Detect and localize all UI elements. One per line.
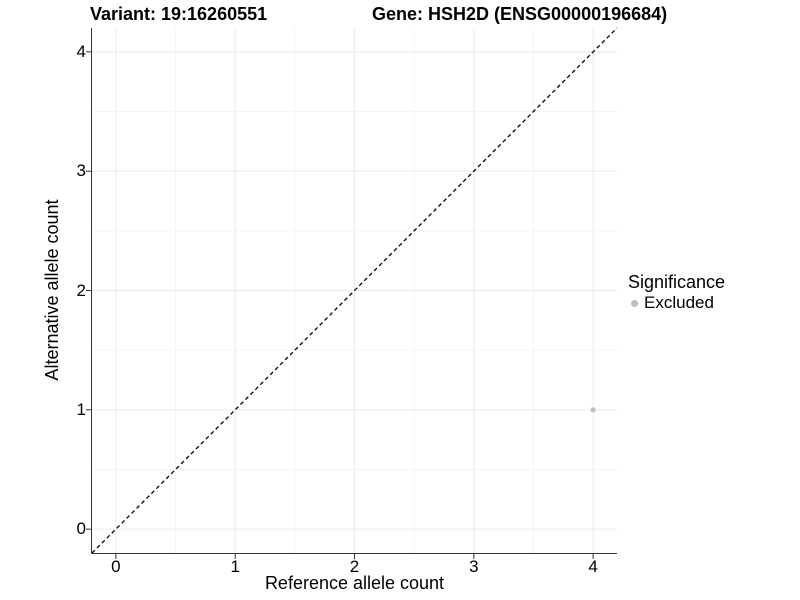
y-tick-label: 3 [76,161,86,181]
x-tick-label: 0 [111,557,121,576]
legend: Significance Excluded [628,272,725,313]
excluded-point-icon [631,299,638,307]
x-tick-label: 2 [349,557,360,576]
x-tick-label: 4 [588,557,598,576]
data-point-excluded [590,407,596,413]
x-tick-label: 1 [230,557,240,576]
y-tick-label: 1 [76,399,86,419]
y-tick-label: 2 [76,280,86,300]
identity-line [91,27,618,554]
y-axis-title: Alternative allele count [42,199,62,381]
legend-entry-label: Excluded [644,293,714,312]
y-tick-label: 0 [76,519,86,539]
x-axis-title: Reference allele count [264,573,445,593]
plot-title-variant: Variant: 19:16260551 [90,4,268,24]
y-tick-label: 4 [76,41,86,61]
x-tick-label: 3 [469,557,479,576]
plot-title-gene: Gene: HSH2D (ENSG00000196684) [372,4,668,24]
legend-title: Significance [628,272,726,292]
legend-entry-excluded: Excluded [628,293,725,313]
